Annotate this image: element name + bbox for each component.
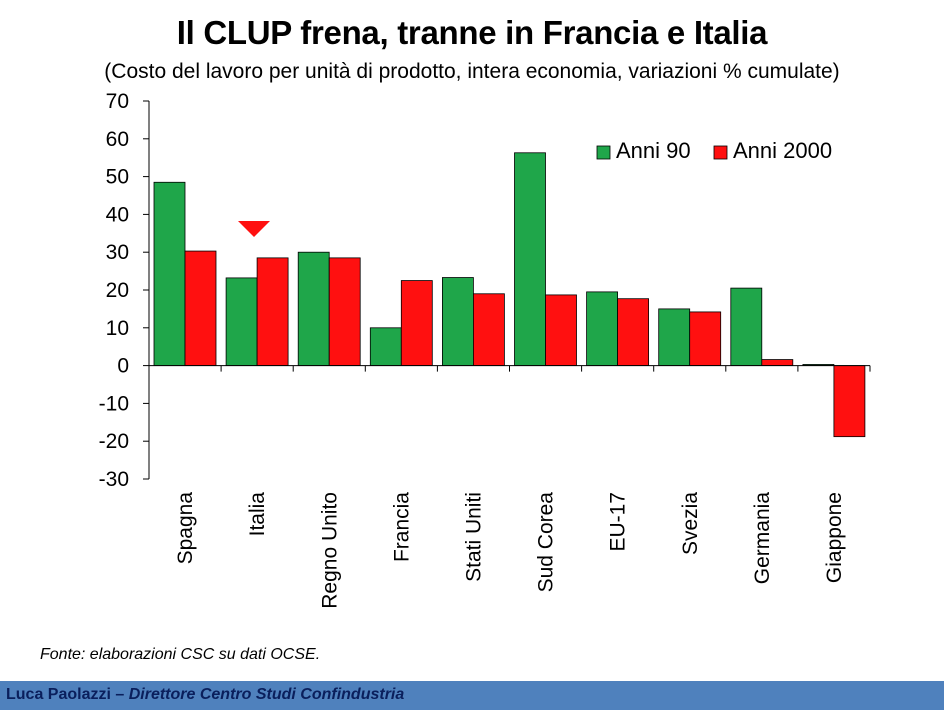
y-tick-label: 50 <box>106 166 129 189</box>
bar-anni-2000-francia <box>401 281 432 366</box>
bar-anni-2000-svezia <box>690 312 721 366</box>
x-tick-label-eu-17: EU-17 <box>607 492 630 552</box>
bar-anni-2000-giappone <box>834 366 865 437</box>
bar-anni-2000-stati-uniti <box>473 294 504 366</box>
bar-anni-90-spagna <box>154 182 185 365</box>
y-tick-label: 70 <box>106 90 129 113</box>
legend-label-anni-2000: Anni 2000 <box>733 138 832 163</box>
bar-chart: 70 60 50 40 30 20 10 0 -10 -20 -30 Spagna Italia Regn… <box>0 0 944 640</box>
footer-bar: Luca Paolazzi – Direttore Centro Studi C… <box>0 681 944 710</box>
y-tick-label: -20 <box>99 430 129 453</box>
italia-marker-icon <box>238 221 270 237</box>
x-tick-label-francia: Francia <box>390 492 413 562</box>
y-tick-label: 40 <box>106 203 129 226</box>
bar-anni-2000-spagna <box>185 251 216 366</box>
x-tick-label-stati-uniti: Stati Uniti <box>462 492 485 582</box>
bar-anni-2000-italia <box>257 258 288 366</box>
y-tick-label: 60 <box>106 128 129 151</box>
plot-area: 70 60 50 40 30 20 10 0 -10 -20 -30 Spagna Italia Regn… <box>99 90 870 609</box>
bar-anni-90-regno-unito <box>298 252 329 365</box>
legend-swatch-anni-2000 <box>714 146 727 159</box>
x-tick-label-regno-unito: Regno Unito <box>318 492 341 609</box>
x-tick-label-svezia: Svezia <box>679 492 702 555</box>
footer-role: Direttore Centro Studi Confindustria <box>129 686 405 703</box>
bar-anni-90-eu-17 <box>587 292 618 366</box>
y-tick-label: -30 <box>99 468 129 491</box>
y-tick-label: -10 <box>99 392 129 415</box>
footer-author: Luca Paolazzi <box>6 686 111 703</box>
y-tick-label: 30 <box>106 241 129 264</box>
x-tick-label-italia: Italia <box>246 492 269 537</box>
legend-label-anni-90: Anni 90 <box>616 138 691 163</box>
bar-anni-90-stati-uniti <box>442 278 473 366</box>
source-note: Fonte: elaborazioni CSC su dati OCSE. <box>40 646 320 664</box>
bar-anni-90-svezia <box>659 309 690 366</box>
y-tick-label: 0 <box>117 355 129 378</box>
bar-anni-90-italia <box>226 278 257 366</box>
bar-anni-2000-regno-unito <box>329 258 360 366</box>
bar-anni-2000-germania <box>762 360 793 366</box>
x-tick-label-giappone: Giappone <box>823 492 846 583</box>
x-tick-label-spagna: Spagna <box>174 492 197 565</box>
footer-separator: – <box>111 686 129 703</box>
bar-anni-90-sud-corea <box>515 153 546 366</box>
bar-anni-2000-eu-17 <box>618 299 649 366</box>
x-tick-label-sud-corea: Sud Corea <box>535 492 558 593</box>
y-tick-label: 10 <box>106 317 129 340</box>
bar-anni-90-germania <box>731 288 762 365</box>
y-tick-label: 20 <box>106 279 129 302</box>
bar-anni-2000-sud-corea <box>546 295 577 366</box>
legend-swatch-anni-90 <box>597 146 610 159</box>
bar-anni-90-francia <box>370 328 401 366</box>
x-tick-label-germania: Germania <box>751 492 774 585</box>
